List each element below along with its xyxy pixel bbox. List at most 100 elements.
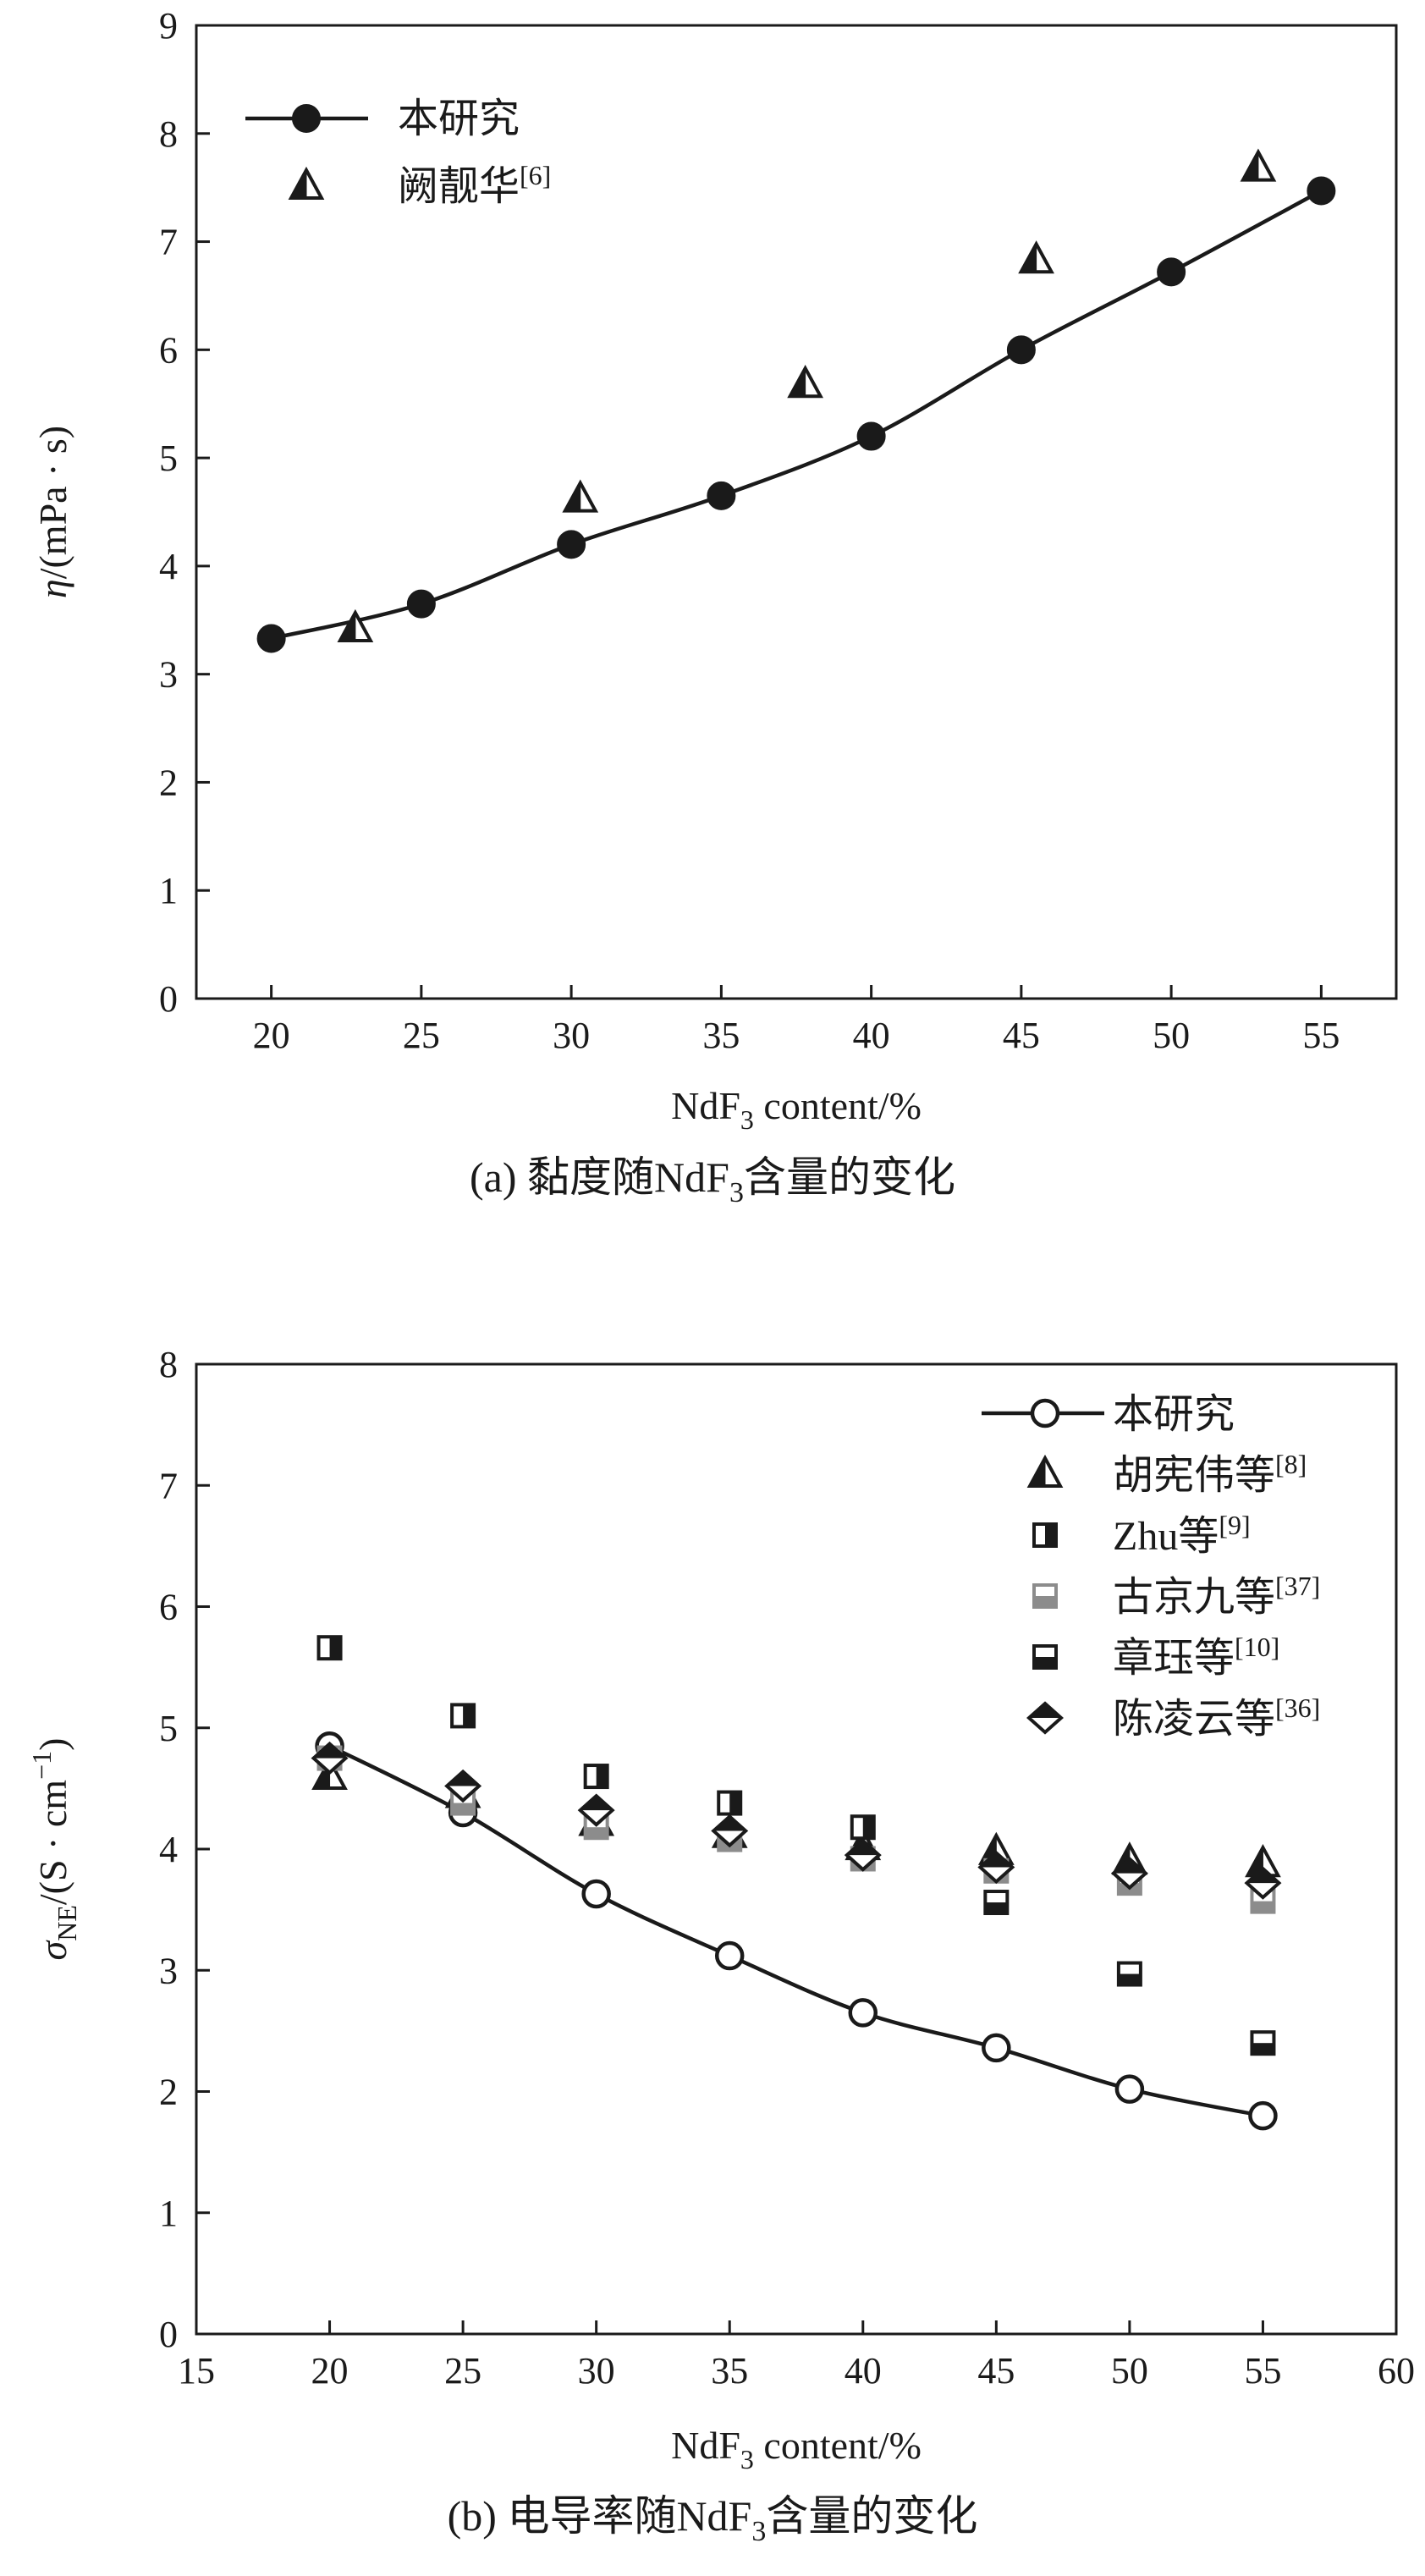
data-point xyxy=(583,1764,609,1790)
data-point xyxy=(983,1890,1010,1916)
series-5 xyxy=(983,1890,1276,2056)
legend-item: Zhu等[9] xyxy=(1032,1510,1251,1559)
y-tick-label: 1 xyxy=(159,870,178,911)
legend-label: 本研究 xyxy=(398,96,520,141)
data-point xyxy=(316,1635,343,1661)
x-tick-label: 15 xyxy=(178,2350,215,2392)
data-point xyxy=(581,1879,611,1909)
series-1 xyxy=(315,1731,1278,2131)
data-point xyxy=(337,608,374,642)
x-tick-label: 30 xyxy=(553,1015,590,1056)
x-axis-label: NdF3 content/% xyxy=(671,2424,922,2474)
x-tick-label: 50 xyxy=(1153,1015,1190,1056)
legend-marker xyxy=(1032,1522,1058,1548)
data-point xyxy=(1114,2074,1145,2104)
y-tick-label: 7 xyxy=(159,1465,178,1506)
x-tick-label: 30 xyxy=(578,2350,615,2392)
legend-item: 古京九等[37] xyxy=(1032,1571,1320,1620)
series-1 xyxy=(256,176,1336,653)
legend-item: 陈凌云等[36] xyxy=(1026,1693,1320,1742)
data-point xyxy=(982,2033,1011,2063)
data-point xyxy=(450,1790,476,1816)
data-point xyxy=(977,1850,1015,1885)
series-line xyxy=(271,189,1323,641)
x-tick-label: 20 xyxy=(253,1015,290,1056)
plot-frame xyxy=(195,24,1398,1000)
legend-label: 古京九等[37] xyxy=(1113,1571,1320,1620)
y-tick-label: 9 xyxy=(159,5,178,47)
data-point xyxy=(450,1703,476,1729)
y-tick-label: 7 xyxy=(159,222,178,263)
legend-marker xyxy=(288,166,325,200)
x-axis-label: NdF3 content/% xyxy=(671,1084,922,1135)
y-tick-label: 0 xyxy=(159,2314,178,2355)
data-point xyxy=(787,365,824,399)
y-tick-label: 0 xyxy=(159,978,178,1020)
data-point xyxy=(256,624,286,653)
x-tick-label: 25 xyxy=(403,1015,440,1056)
y-tick-label: 8 xyxy=(159,1344,178,1385)
y-tick-label: 1 xyxy=(159,2193,178,2234)
x-tick-label: 60 xyxy=(1378,2350,1415,2392)
data-point xyxy=(1248,2100,1278,2131)
y-tick-label: 6 xyxy=(159,1587,178,1628)
data-point xyxy=(1116,1961,1142,1987)
legend-item: 胡宪伟等[8] xyxy=(1026,1449,1307,1498)
x-tick-label: 40 xyxy=(845,2350,882,2392)
x-tick-label: 40 xyxy=(853,1015,890,1056)
legend-item: 章珏等[10] xyxy=(1032,1632,1279,1681)
data-point xyxy=(577,1793,615,1827)
data-point xyxy=(311,1741,349,1775)
y-tick-label: 2 xyxy=(159,2072,178,2113)
series-6 xyxy=(311,1741,1282,1900)
legend-marker xyxy=(292,104,321,133)
data-point xyxy=(1110,1856,1148,1891)
legend-marker xyxy=(1026,1701,1064,1735)
data-point xyxy=(850,1814,876,1841)
figure-caption: (a) 黏度随NdF3含量的变化 xyxy=(470,1153,955,1208)
data-point xyxy=(1018,240,1054,274)
y-tick-label: 6 xyxy=(159,329,178,371)
x-tick-label: 20 xyxy=(311,2350,349,2392)
data-point xyxy=(1157,257,1186,287)
legend-label: Zhu等[9] xyxy=(1113,1510,1251,1559)
data-point xyxy=(717,1790,743,1816)
data-point xyxy=(707,481,736,510)
x-tick-label: 55 xyxy=(1244,2350,1281,2392)
x-tick-label: 35 xyxy=(711,2350,748,2392)
data-point xyxy=(1307,176,1336,206)
plot-frame xyxy=(195,1362,1398,2336)
data-point xyxy=(1006,335,1036,365)
data-point xyxy=(1250,2030,1276,2056)
data-point xyxy=(711,1814,749,1848)
x-tick-label: 50 xyxy=(1111,2350,1148,2392)
legend-item: 阙靓华[6] xyxy=(288,160,551,209)
data-point xyxy=(1250,1888,1276,1914)
y-tick-label: 5 xyxy=(159,438,178,479)
data-point xyxy=(714,1940,745,1971)
data-point xyxy=(856,421,886,451)
y-axis-label: η/(mPa · s) xyxy=(31,426,74,598)
data-point xyxy=(562,479,599,513)
data-point xyxy=(406,589,436,619)
figure-caption: (b) 电导率随NdF3含量的变化 xyxy=(448,2492,978,2547)
legend-item: 本研究 xyxy=(245,96,520,141)
y-tick-label: 3 xyxy=(159,654,178,696)
legend-marker xyxy=(1030,1398,1060,1428)
legend-label: 阙靓华[6] xyxy=(398,160,551,209)
legend-marker xyxy=(1032,1583,1058,1609)
legend-label: 胡宪伟等[8] xyxy=(1113,1449,1307,1498)
x-tick-label: 55 xyxy=(1302,1015,1340,1056)
data-point xyxy=(848,1998,878,2028)
x-tick-label: 25 xyxy=(444,2350,481,2392)
y-tick-label: 2 xyxy=(159,762,178,803)
x-tick-label: 45 xyxy=(977,2350,1015,2392)
legend-marker xyxy=(1032,1644,1058,1670)
legend-marker xyxy=(1026,1454,1064,1488)
legend-label: 本研究 xyxy=(1113,1392,1235,1437)
legend-item: 本研究 xyxy=(982,1392,1235,1437)
